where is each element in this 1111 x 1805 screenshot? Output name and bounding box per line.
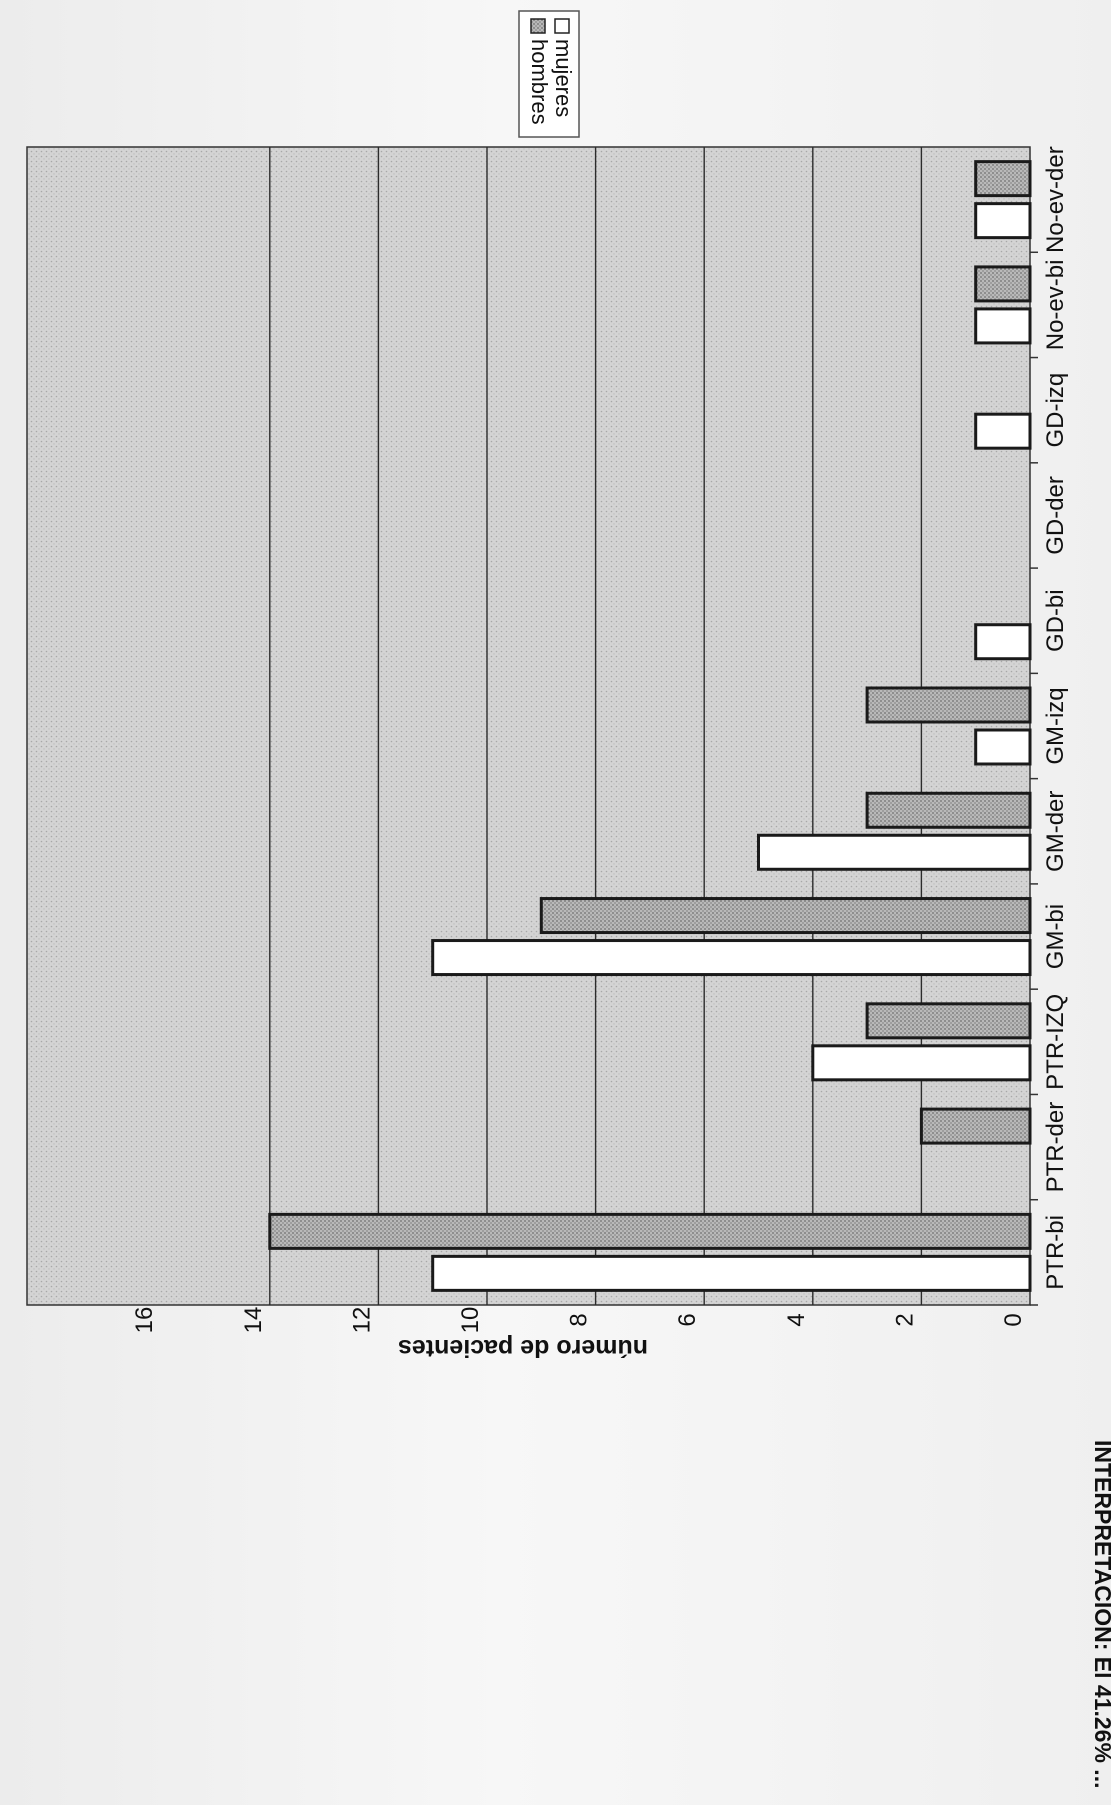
bar-mujeres-PTR-bi	[431, 1254, 1032, 1292]
legend-label-hombres: hombres	[527, 39, 552, 125]
value-tick-label: 16	[131, 1307, 158, 1334]
bar-hombres-PTR-IZQ	[865, 1002, 1032, 1040]
bar-mujeres-GM-izq	[974, 728, 1032, 766]
bar-mujeres-No-ev-der	[974, 202, 1032, 240]
legend: mujeres hombres	[518, 10, 580, 138]
value-tick-label: 4	[783, 1313, 810, 1326]
plot-area	[26, 146, 1031, 1306]
value-tick-label: 8	[566, 1313, 593, 1326]
interpretation-caption: INTERPRETACION: El 41.26% ...	[1090, 1440, 1111, 1788]
bar-mujeres-GM-bi	[431, 939, 1032, 977]
value-tick-label: 2	[891, 1313, 918, 1326]
legend-swatch-hombres	[530, 18, 546, 34]
value-tick-label: 10	[457, 1307, 484, 1334]
bar-hombres-GM-izq	[865, 686, 1032, 724]
category-label: GD-izq	[1042, 373, 1069, 448]
value-tick-label: 14	[240, 1307, 267, 1334]
value-tick-label: 12	[348, 1307, 375, 1334]
value-tick-label: 0	[1000, 1313, 1027, 1326]
value-axis-title: número de pacientes	[398, 1334, 648, 1362]
legend-swatch-mujeres	[554, 18, 570, 34]
bars	[268, 160, 1032, 1292]
bar-hombres-PTR-bi	[268, 1212, 1032, 1250]
legend-label-mujeres: mujeres	[551, 39, 576, 117]
category-label: GM-der	[1042, 791, 1069, 872]
category-label: GM-izq	[1042, 687, 1069, 764]
value-axis-ticks: 0 2 4 6 8 10 12 14 16	[131, 1307, 1027, 1334]
bar-hombres-GM-der	[865, 791, 1032, 829]
category-label: PTR-der	[1042, 1102, 1069, 1193]
bar-hombres-No-ev-bi	[974, 265, 1032, 303]
category-label: GD-der	[1042, 476, 1069, 555]
category-label: No-ev-bi	[1042, 260, 1069, 351]
bar-hombres-No-ev-der	[974, 160, 1032, 198]
legend-box	[518, 10, 580, 138]
bar-hombres-PTR-der	[919, 1107, 1032, 1145]
gridlines	[269, 147, 923, 1305]
bar-mujeres-GD-bi	[974, 623, 1032, 661]
category-axis-labels: PTR-bi PTR-der PTR-IZQ GM-bi GM-der GM-izq GD-…	[1030, 146, 1069, 1306]
bar-mujeres-No-ev-bi	[974, 307, 1032, 345]
bar-mujeres-PTR-IZQ	[811, 1044, 1032, 1082]
category-label: PTR-IZQ	[1042, 994, 1069, 1090]
category-label: GM-bi	[1042, 904, 1069, 969]
category-label: No-ev-der	[1042, 146, 1069, 253]
category-label: PTR-bi	[1042, 1215, 1069, 1290]
value-tick-label: 6	[674, 1313, 701, 1326]
bar-mujeres-GM-der	[757, 833, 1032, 871]
bar-hombres-GM-bi	[539, 897, 1032, 935]
category-label: GD-bi	[1042, 589, 1069, 652]
bar-mujeres-GD-izq	[974, 412, 1032, 450]
